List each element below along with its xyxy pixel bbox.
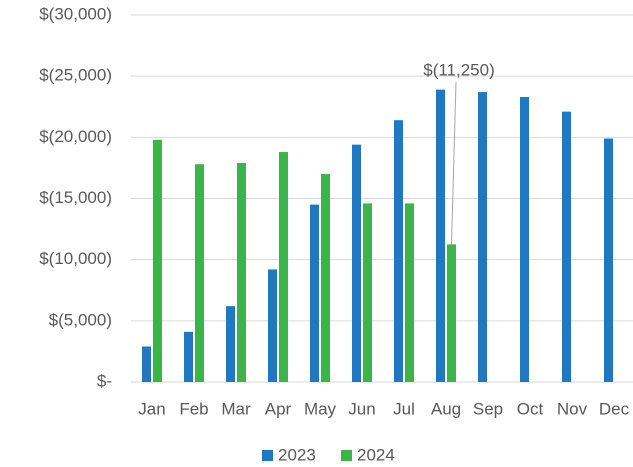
x-tick-label: Dec (599, 399, 630, 418)
x-tick-label: Aug (431, 399, 461, 418)
x-tick-label: Sep (473, 399, 503, 418)
y-tick-label: $(15,000) (39, 188, 112, 207)
bar (153, 139, 162, 382)
x-tick-label: Apr (265, 399, 292, 418)
legend-label: 2023 (278, 445, 316, 464)
bar (184, 331, 193, 382)
bar (226, 306, 235, 382)
x-tick-label: Feb (179, 399, 208, 418)
x-tick-label: Oct (517, 399, 544, 418)
x-tick-label: Mar (221, 399, 251, 418)
bar (562, 111, 571, 382)
bar (405, 203, 414, 382)
x-tick-label: Nov (557, 399, 588, 418)
bar (142, 346, 151, 382)
y-tick-label: $- (97, 371, 112, 390)
bar (352, 144, 361, 382)
bar (237, 163, 246, 382)
bar (195, 164, 204, 382)
y-tick-label: $(5,000) (49, 310, 112, 329)
bar (520, 96, 529, 383)
data-label: $(11,250) (423, 60, 495, 79)
legend-swatch (262, 450, 273, 461)
legend-label: 2024 (357, 445, 395, 464)
bar (363, 203, 372, 382)
bar (394, 120, 403, 382)
bar (478, 92, 487, 382)
y-tick-label: $(20,000) (39, 127, 112, 146)
legend-swatch (341, 450, 352, 461)
y-tick-label: $(30,000) (39, 4, 112, 23)
x-tick-label: May (304, 399, 337, 418)
bar (604, 138, 613, 382)
y-tick-label: $(25,000) (39, 66, 112, 85)
leader-line (451, 81, 457, 245)
bar (321, 174, 330, 382)
bar (268, 269, 277, 382)
bar (447, 244, 456, 382)
x-tick-label: Jun (348, 399, 375, 418)
bar (436, 89, 445, 382)
bar (279, 152, 288, 382)
x-tick-label: Jul (393, 399, 415, 418)
x-tick-label: Jan (138, 399, 165, 418)
bar (310, 204, 319, 382)
y-tick-label: $(10,000) (39, 249, 112, 268)
